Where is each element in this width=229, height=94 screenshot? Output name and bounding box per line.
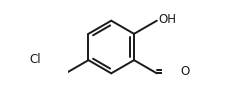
Text: O: O — [180, 65, 189, 78]
Text: Cl: Cl — [29, 53, 41, 66]
Text: OH: OH — [158, 13, 176, 26]
